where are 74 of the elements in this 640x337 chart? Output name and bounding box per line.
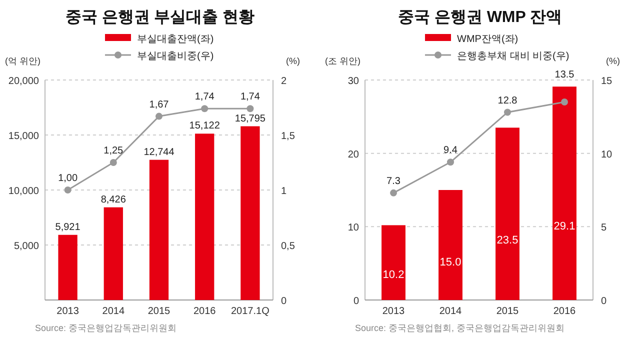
data-label: 12,744 bbox=[144, 146, 175, 158]
bar bbox=[438, 190, 462, 300]
data-label: 13.5 bbox=[554, 70, 575, 81]
y2-tick-label: 0,5 bbox=[281, 241, 296, 252]
legend-label: WMP잔액(좌) bbox=[457, 34, 518, 45]
point bbox=[447, 158, 454, 166]
data-label: 15.0 bbox=[440, 256, 462, 268]
source-note: Source: 중국은행업협회, 중국은행업감독관리위원회 bbox=[355, 323, 565, 333]
legend-label: 부실대출비중(우) bbox=[137, 51, 214, 62]
x-tick-label: 2014 bbox=[102, 306, 125, 317]
x-tick-label: 2017.1Q bbox=[231, 306, 270, 317]
source-note: Source: 중국은행업감독관리위원회 bbox=[35, 323, 177, 333]
chart-title: 중국 은행권 부실대출 현황 bbox=[65, 9, 255, 26]
x-tick-label: 2015 bbox=[148, 306, 171, 317]
data-label: 12.8 bbox=[498, 95, 518, 106]
data-label: 15,122 bbox=[189, 120, 220, 132]
y2-tick-label: 5 bbox=[601, 222, 607, 234]
y-tick-label: 20 bbox=[348, 149, 360, 160]
bar bbox=[496, 128, 520, 300]
point bbox=[110, 159, 117, 166]
y-tick-label: 10 bbox=[348, 222, 360, 234]
data-label: 8,426 bbox=[100, 194, 126, 206]
bar bbox=[104, 207, 123, 300]
data-label: 29.1 bbox=[554, 220, 576, 232]
x-tick-label: 2016 bbox=[553, 306, 576, 317]
bar bbox=[149, 160, 169, 300]
y2-tick-label: 15 bbox=[601, 76, 613, 87]
x-tick-label: 2013 bbox=[56, 306, 80, 317]
y-axis-title: (조 위안) bbox=[325, 56, 360, 66]
point bbox=[561, 98, 568, 106]
point bbox=[390, 189, 397, 196]
data-label: 1,74 bbox=[194, 92, 215, 103]
y-axis-title: (억 위안) bbox=[5, 56, 40, 66]
point bbox=[246, 105, 254, 112]
data-label: 15,795 bbox=[234, 113, 266, 124]
y2-tick-label: 10 bbox=[601, 149, 613, 160]
bar bbox=[382, 225, 406, 300]
y-tick-label: 5,000 bbox=[14, 241, 40, 252]
y2-tick-label: 0 bbox=[601, 296, 607, 307]
data-label: 1,67 bbox=[149, 99, 170, 110]
data-label: 23.5 bbox=[496, 234, 518, 247]
data-label: 9.4 bbox=[444, 145, 458, 156]
y-tick-label: 0 bbox=[353, 296, 360, 307]
x-tick-label: 2014 bbox=[439, 306, 462, 317]
y-tick-label: 10,000 bbox=[8, 186, 40, 197]
x-tick-label: 2013 bbox=[382, 306, 406, 317]
legend-label: 은행총부채 대비 비중(우) bbox=[457, 51, 570, 62]
chart-title: 중국 은행권 WMP 잔액 bbox=[398, 9, 562, 26]
y2-tick-label: 2 bbox=[281, 76, 287, 87]
y2-tick-label: 0 bbox=[281, 296, 287, 307]
data-label: 1,00 bbox=[58, 173, 78, 184]
data-label: 10.2 bbox=[382, 268, 404, 281]
y-tick-label: 15,000 bbox=[8, 131, 40, 142]
data-label: 1,74 bbox=[240, 92, 260, 103]
point bbox=[201, 105, 208, 112]
bar bbox=[195, 134, 214, 300]
x-tick-label: 2016 bbox=[193, 306, 216, 317]
y2-tick-label: 1,5 bbox=[281, 131, 296, 142]
bar bbox=[58, 234, 78, 300]
legend-label: 부실대출잔액(좌) bbox=[137, 34, 214, 45]
y2-axis-title: (%) bbox=[286, 56, 300, 66]
data-label: 7.3 bbox=[386, 176, 401, 187]
data-label: 5,921 bbox=[55, 222, 81, 233]
y2-axis-title: (%) bbox=[606, 56, 620, 66]
y-tick-label: 30 bbox=[348, 76, 360, 87]
bar bbox=[240, 126, 260, 300]
y-tick-label: 20,000 bbox=[8, 76, 40, 87]
x-tick-label: 2015 bbox=[496, 306, 520, 317]
data-label: 1,25 bbox=[104, 146, 124, 156]
bar bbox=[552, 86, 576, 300]
point bbox=[504, 108, 511, 116]
point bbox=[64, 186, 72, 194]
y2-tick-label: 1 bbox=[281, 186, 287, 197]
point bbox=[156, 112, 162, 120]
